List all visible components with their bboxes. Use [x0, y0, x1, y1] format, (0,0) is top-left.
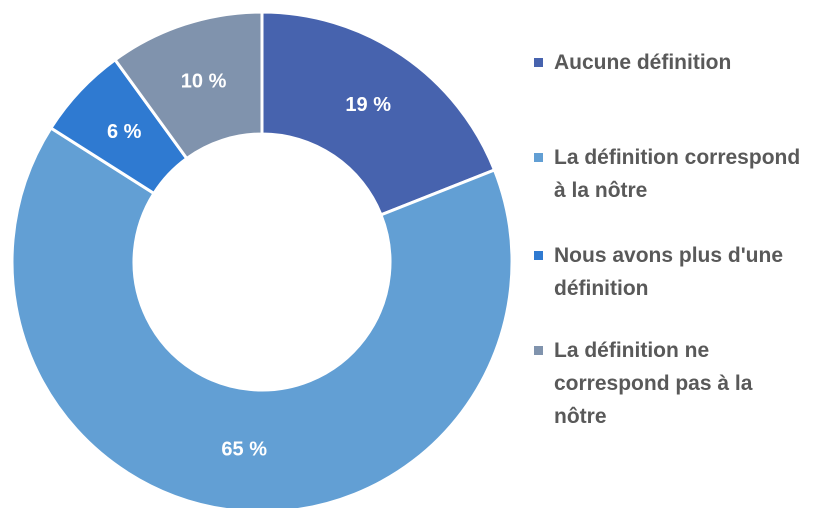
slice-label: 19 % — [345, 94, 391, 116]
legend-label: La définition ne correspond pas à la nôt… — [554, 339, 753, 428]
legend-swatch — [534, 58, 543, 67]
legend-swatch — [534, 153, 543, 162]
donut-slice — [112, 10, 264, 161]
legend-swatch — [534, 251, 543, 260]
donut-slice — [10, 125, 514, 508]
legend-item: La définition ne correspond pas à la nôt… — [534, 334, 804, 433]
legend-item: Aucune définition — [534, 46, 804, 79]
legend-label: La définition correspond à la nôtre — [554, 146, 801, 202]
slice-label: 65 % — [221, 438, 267, 460]
slice-label: 6 % — [107, 121, 142, 143]
legend-item: La définition correspond à la nôtre — [534, 141, 804, 207]
legend-swatch — [534, 346, 543, 355]
legend-item: Nous avons plus d'une définition — [534, 239, 804, 305]
legend-label: Aucune définition — [554, 51, 732, 74]
slice-label: 10 % — [181, 71, 227, 93]
legend-label: Nous avons plus d'une définition — [554, 244, 784, 300]
donut-slice — [260, 10, 497, 217]
